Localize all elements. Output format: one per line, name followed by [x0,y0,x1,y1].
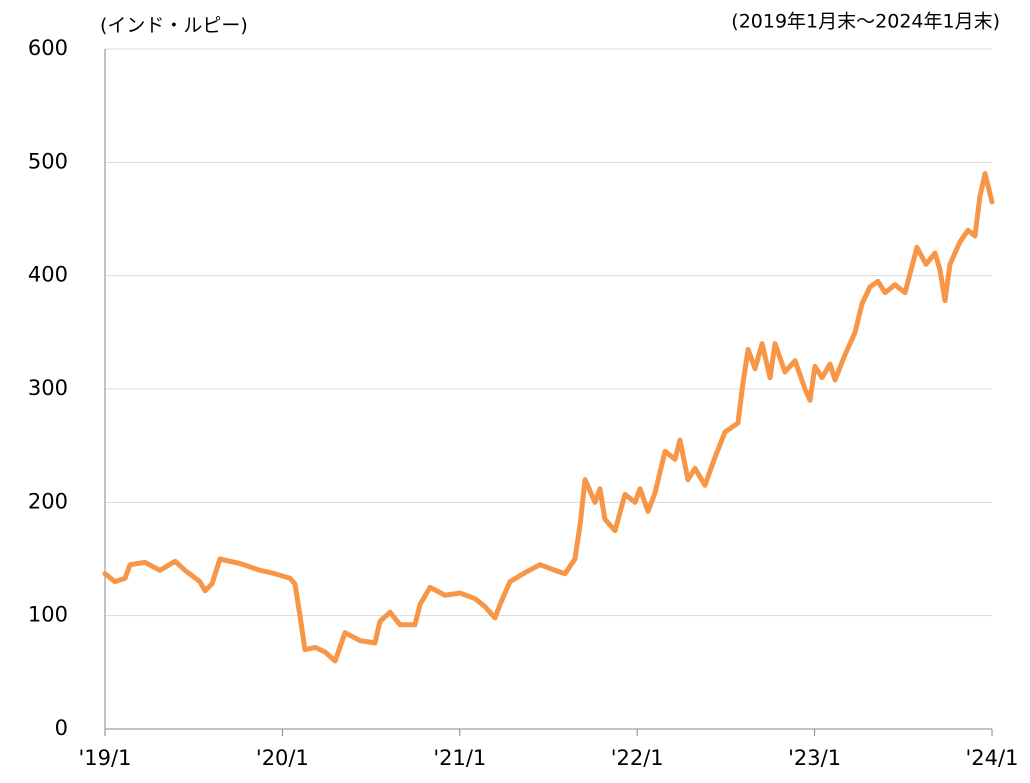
y-tick-label: 300 [28,376,68,400]
x-tick-label: '24/1 [966,746,1019,770]
x-tick-label: '20/1 [256,746,309,770]
y-tick-label: 100 [28,603,68,627]
x-tick-label: '21/1 [433,746,486,770]
unit-label: (インド・ルピー) [100,15,248,37]
period-label: (2019年1月末～2024年1月末) [731,11,1000,33]
y-tick-label: 600 [28,36,68,60]
y-tick-label: 500 [28,149,68,173]
x-tick-label: '19/1 [79,746,132,770]
y-tick-label: 0 [55,716,68,740]
x-tick-label: '22/1 [611,746,664,770]
y-tick-label: 400 [28,263,68,287]
y-tick-label: 200 [28,489,68,513]
x-tick-label: '23/1 [788,746,841,770]
series-line [102,171,995,664]
